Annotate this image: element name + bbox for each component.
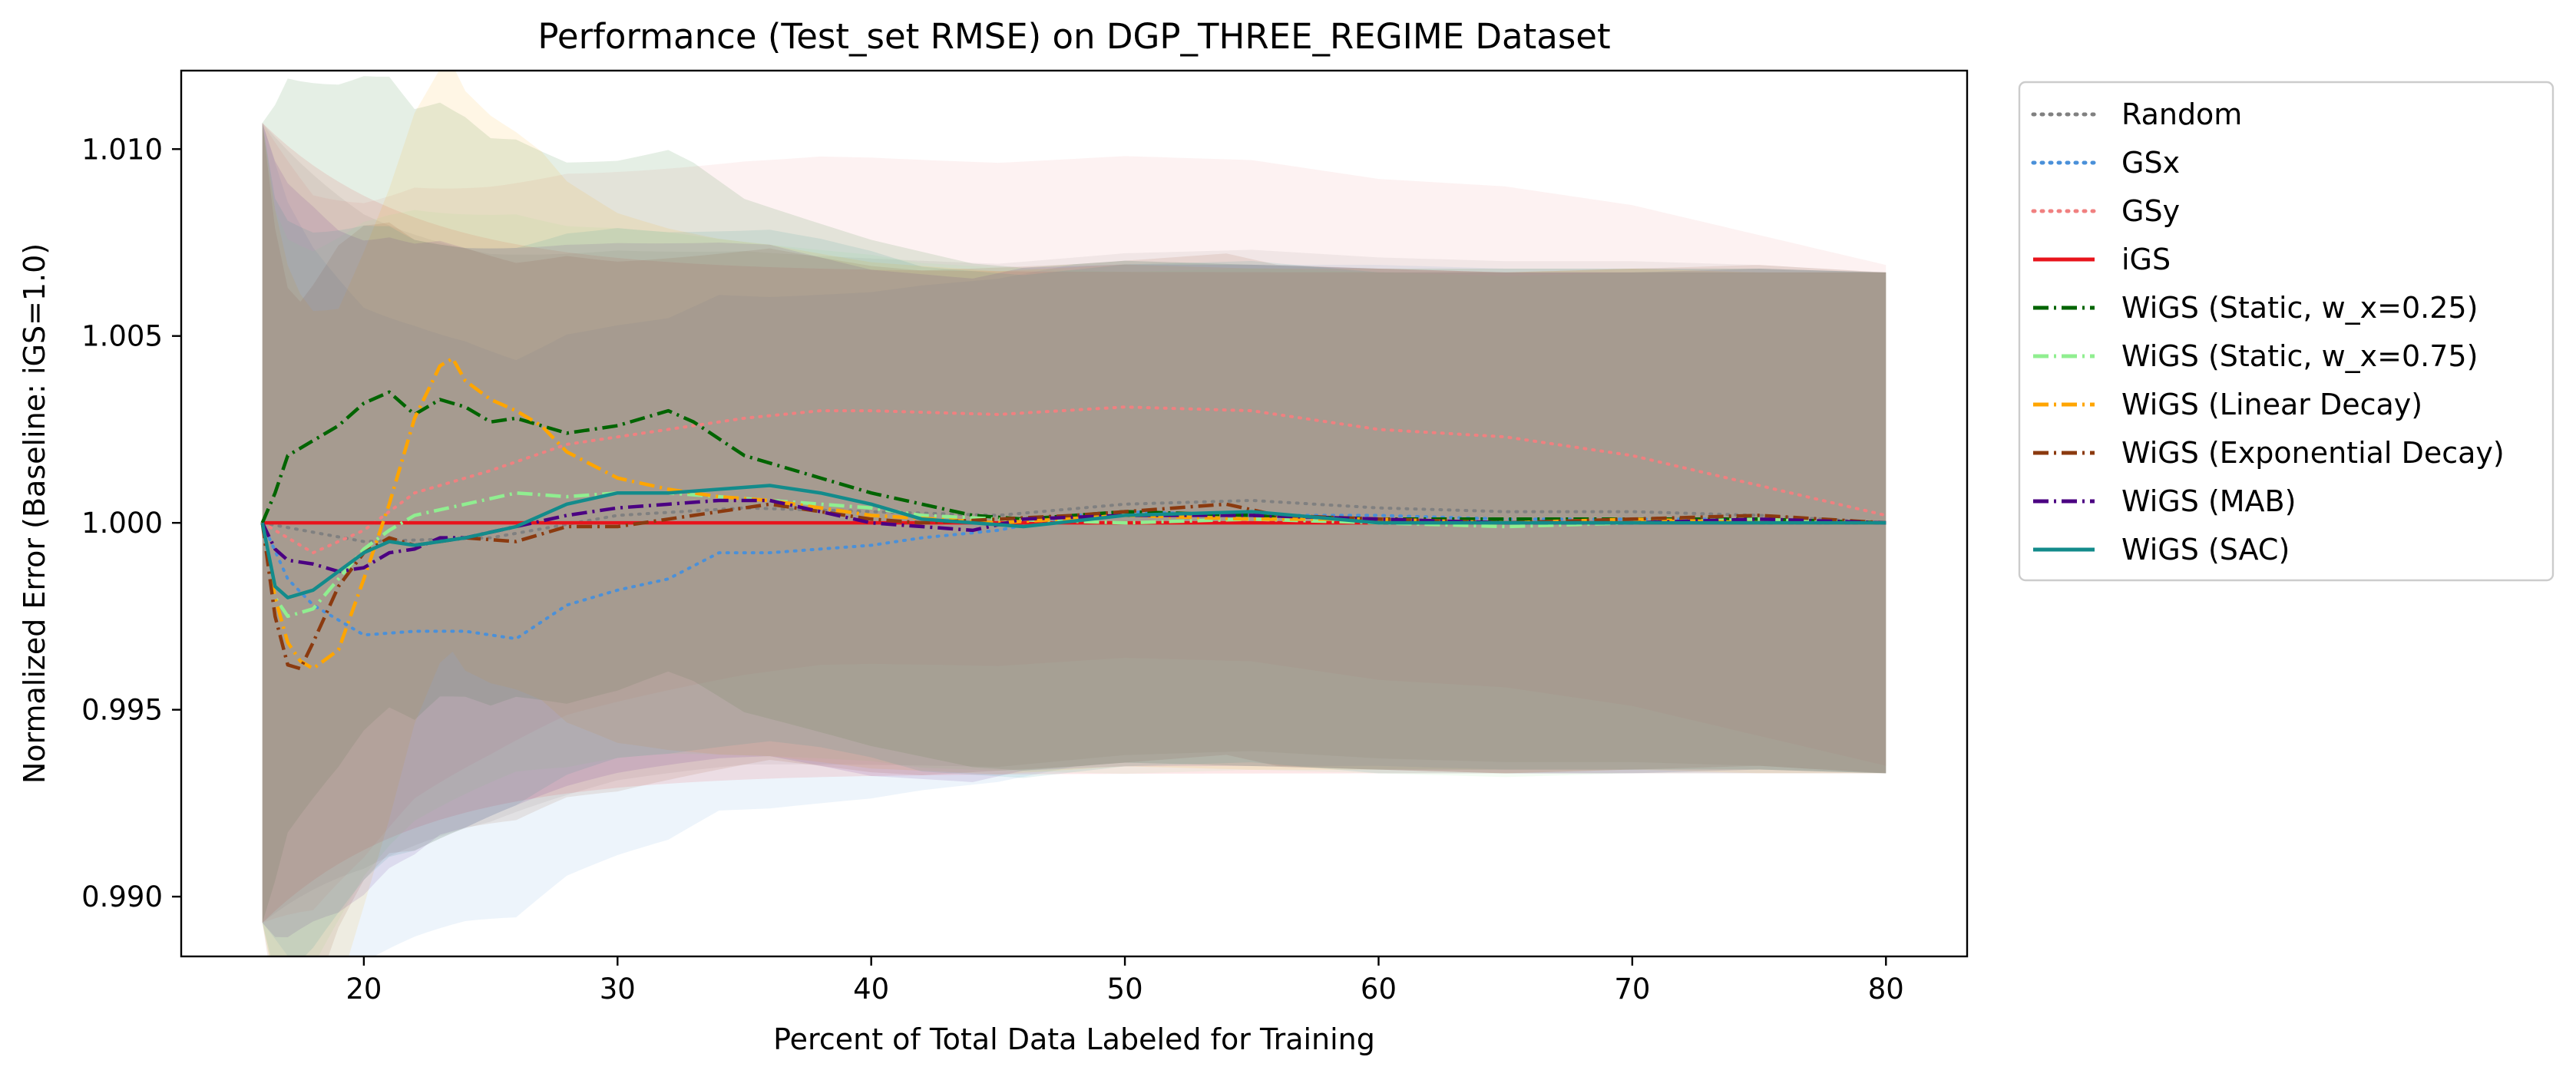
band-4 — [262, 76, 1887, 923]
legend-label: Random — [2121, 97, 2242, 131]
y-tick-label: 1.005 — [81, 320, 163, 353]
band-7 — [262, 123, 1887, 956]
y-axis-ticks: 0.990 0.995 1.000 1.005 1.010 — [81, 133, 181, 913]
y-tick-label: 1.010 — [81, 133, 163, 166]
x-tick-label: 60 — [1361, 973, 1397, 1006]
y-tick-label: 1.000 — [81, 507, 163, 540]
band-5 — [262, 123, 1887, 956]
band-8 — [262, 123, 1887, 937]
legend-label: WiGS (Static, w_x=0.75) — [2121, 339, 2478, 373]
y-tick-label: 0.995 — [81, 694, 163, 727]
legend-label: GSy — [2121, 194, 2180, 228]
series-line-5 — [260, 490, 1887, 619]
x-tick-label: 50 — [1107, 973, 1143, 1006]
chart-title: Performance (Test_set RMSE) on DGP_THREE… — [537, 16, 1610, 57]
band-1 — [262, 123, 1887, 956]
series-line-0 — [260, 498, 1888, 543]
series-lines — [260, 356, 1888, 671]
legend-label: WiGS (Static, w_x=0.25) — [2121, 291, 2478, 325]
x-tick-label: 20 — [346, 973, 382, 1006]
x-axis-ticks: 20 30 40 50 60 70 80 — [346, 956, 1904, 1006]
x-axis-label: Percent of Total Data Labeled for Traini… — [773, 1022, 1375, 1056]
y-axis-label: Normalized Error (Baseline: iGS=1.0) — [18, 243, 51, 784]
legend-label: WiGS (Exponential Decay) — [2121, 436, 2505, 470]
legend-frame — [2018, 81, 2555, 582]
legend-label: GSx — [2121, 146, 2180, 180]
plot-frame — [180, 69, 1969, 958]
series-line-2 — [260, 405, 1888, 555]
legend-label: WiGS (SAC) — [2121, 533, 2290, 566]
legend-label: WiGS (MAB) — [2121, 484, 2296, 518]
series-line-1 — [260, 510, 1888, 641]
y-tick-label: 0.990 — [81, 880, 163, 913]
confidence-bands — [262, 71, 1887, 956]
series-line-6 — [260, 356, 1887, 671]
legend: Random GSx GSy iGS WiGS (Static, w_x=0.25) Wi… — [2018, 81, 2555, 582]
x-tick-label: 30 — [600, 973, 636, 1006]
legend-label: WiGS (Linear Decay) — [2121, 388, 2422, 421]
x-tick-label: 70 — [1614, 973, 1650, 1006]
legend-label: iGS — [2121, 243, 2171, 276]
band-9 — [262, 123, 1887, 956]
x-tick-label: 40 — [853, 973, 889, 1006]
series-line-9 — [260, 484, 1887, 599]
x-tick-label: 80 — [1868, 973, 1904, 1006]
band-6 — [262, 71, 1887, 956]
